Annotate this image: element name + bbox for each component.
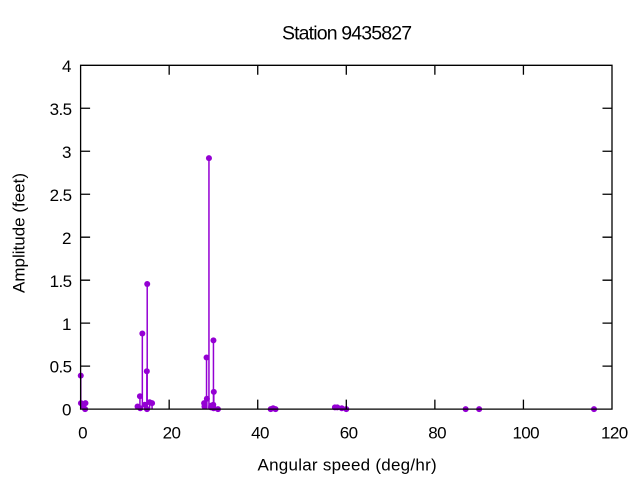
svg-text:Amplitude (feet): Amplitude (feet) — [10, 173, 29, 293]
svg-text:1: 1 — [62, 315, 71, 334]
svg-text:60: 60 — [340, 423, 358, 442]
svg-text:0.5: 0.5 — [50, 358, 72, 377]
svg-text:100: 100 — [512, 423, 539, 442]
svg-text:Station 9435827: Station 9435827 — [282, 23, 411, 45]
svg-text:3: 3 — [62, 143, 71, 162]
svg-text:120: 120 — [601, 423, 628, 442]
svg-text:3.5: 3.5 — [50, 100, 72, 119]
svg-text:40: 40 — [251, 423, 269, 442]
svg-text:20: 20 — [163, 423, 181, 442]
svg-text:2: 2 — [62, 229, 71, 248]
svg-text:Angular speed (deg/hr): Angular speed (deg/hr) — [258, 455, 437, 474]
svg-text:0: 0 — [78, 423, 87, 442]
svg-text:0: 0 — [62, 401, 71, 420]
svg-text:2.5: 2.5 — [50, 186, 72, 205]
svg-text:80: 80 — [428, 423, 446, 442]
svg-text:4: 4 — [62, 57, 71, 76]
svg-text:1.5: 1.5 — [50, 272, 72, 291]
